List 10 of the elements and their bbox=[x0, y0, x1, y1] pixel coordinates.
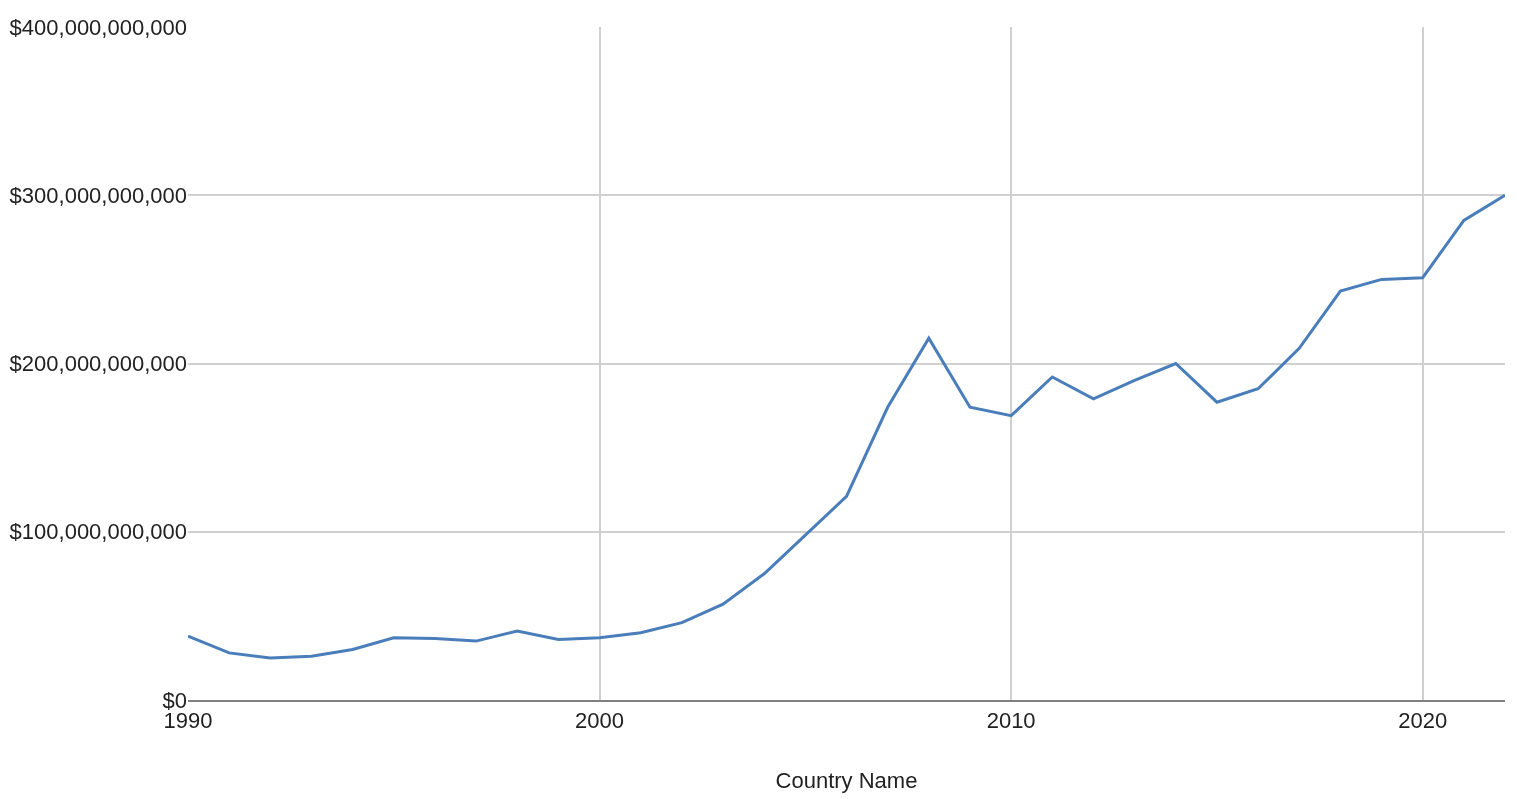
x-tick-label: 2000 bbox=[575, 708, 625, 734]
y-tick-label: $400,000,000,000 bbox=[9, 14, 187, 40]
x-axis-title: Country Name bbox=[775, 767, 918, 793]
x-tick-label: 2020 bbox=[1398, 708, 1448, 734]
y-tick-label: $300,000,000,000 bbox=[9, 182, 187, 208]
y-tick-label: $200,000,000,000 bbox=[9, 351, 187, 377]
line-series bbox=[188, 193, 1505, 660]
y-tick-label: $100,000,000,000 bbox=[9, 519, 187, 545]
x-tick-label: 2010 bbox=[986, 708, 1036, 734]
y-tick-label: $0 bbox=[162, 687, 187, 713]
